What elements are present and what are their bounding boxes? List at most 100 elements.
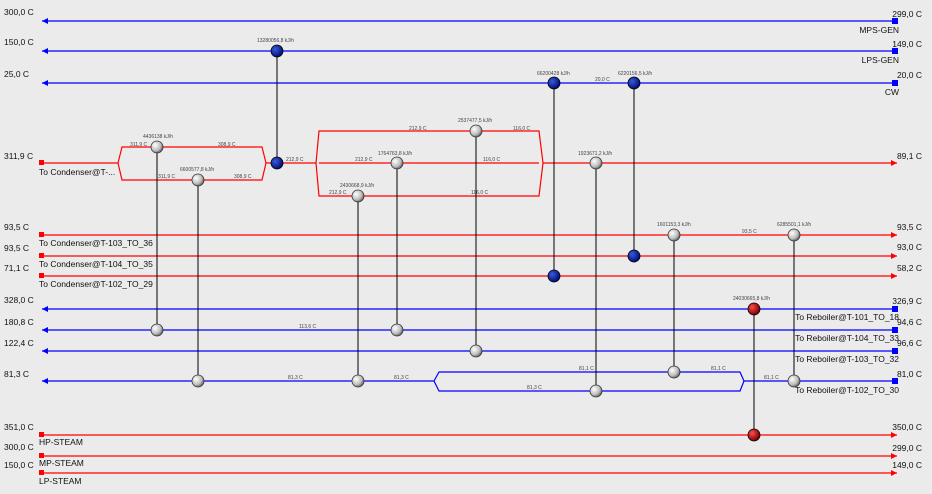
left-labels: 300,0 C 150,0 C 25,0 C 311,9 C To Conden… bbox=[4, 7, 153, 486]
left-temp: 328,0 C bbox=[4, 295, 34, 305]
duty-label: 2537477,5 kJ/h bbox=[458, 118, 492, 124]
duty-label: 6600577,8 kJ/h bbox=[180, 167, 214, 173]
left-stream-name: To Condenser@T-103_TO_36 bbox=[39, 238, 153, 248]
stream-lps-gen[interactable] bbox=[42, 48, 898, 54]
right-stream-name: CW bbox=[885, 87, 899, 97]
left-temp: 150,0 C bbox=[4, 37, 34, 47]
temp-label: 116,0 C bbox=[471, 190, 489, 196]
right-temp: 299,0 C bbox=[892, 443, 922, 453]
duty-label: 1923671,2 kJ/h bbox=[578, 151, 612, 157]
right-temp: 93,0 C bbox=[897, 242, 922, 252]
process-exchangers[interactable] bbox=[150, 124, 801, 398]
duty-label: 1601153,3 kJ/h bbox=[657, 222, 691, 228]
duty-label: 13280056,8 kJ/h bbox=[257, 38, 294, 44]
left-temp: 71,1 C bbox=[4, 263, 29, 273]
exchanger-cw-t104[interactable] bbox=[627, 76, 641, 263]
left-temp: 81,3 C bbox=[4, 369, 29, 379]
temp-label: 212,9 C bbox=[329, 190, 347, 196]
stream-mp-steam[interactable] bbox=[39, 453, 897, 459]
left-stream-name: MP-STEAM bbox=[39, 458, 84, 468]
stream-cold-t103[interactable] bbox=[42, 348, 898, 354]
right-labels: 299,0 C MPS-GEN 149,0 C LPS-GEN 20,0 C C… bbox=[795, 9, 922, 470]
left-temp: 122,4 C bbox=[4, 338, 34, 348]
stream-hot-t103[interactable] bbox=[39, 232, 897, 238]
duty-label: 4436138 kJ/h bbox=[143, 134, 173, 140]
temp-label: 81,1 C bbox=[711, 366, 726, 372]
temp-label: 308,9 C bbox=[234, 174, 252, 180]
left-temp: 180,8 C bbox=[4, 317, 34, 327]
right-temp: 89,1 C bbox=[897, 151, 922, 161]
stream-hot-t104[interactable] bbox=[39, 253, 897, 259]
duty-label: 2430668,9 kJ/h bbox=[340, 183, 374, 189]
duty-label: 66200428 kJ/h bbox=[537, 71, 570, 77]
right-stream-name: To Reboiler@T-101_TO_18 bbox=[795, 312, 899, 322]
right-stream-name: To Reboiler@T-103_TO_32 bbox=[795, 354, 899, 364]
temp-label: 308,9 C bbox=[218, 142, 236, 148]
right-temp: 149,0 C bbox=[892, 460, 922, 470]
left-temp: 300,0 C bbox=[4, 442, 34, 452]
right-temp: 58,2 C bbox=[897, 263, 922, 273]
right-temp: 299,0 C bbox=[892, 9, 922, 19]
temp-label: 311,9 C bbox=[158, 174, 176, 180]
temp-label: 81,1 C bbox=[579, 366, 594, 372]
stream-hp-steam[interactable] bbox=[39, 432, 897, 438]
temp-label: 81,3 C bbox=[394, 375, 409, 381]
exchanger-lps-t101[interactable] bbox=[270, 44, 284, 170]
temp-label: 311,9 C bbox=[130, 142, 148, 148]
left-temp: 300,0 C bbox=[4, 7, 34, 17]
right-temp: 94,6 C bbox=[897, 317, 922, 327]
temp-label: 116,0 C bbox=[513, 126, 531, 132]
exchanger-cw-t102[interactable] bbox=[547, 76, 561, 283]
exchanger-hp-t101[interactable] bbox=[747, 302, 761, 442]
right-temp: 93,5 C bbox=[897, 222, 922, 232]
left-temp: 351,0 C bbox=[4, 422, 34, 432]
stream-cold-t101[interactable] bbox=[42, 306, 898, 312]
stream-lp-steam[interactable] bbox=[39, 470, 897, 476]
left-temp: 311,9 C bbox=[4, 151, 33, 161]
left-temp: 25,0 C bbox=[4, 69, 29, 79]
temp-label: 81,3 C bbox=[527, 385, 542, 391]
temp-label: 20,0 C bbox=[595, 77, 610, 83]
temp-label: 212,9 C bbox=[409, 126, 427, 132]
temp-label: 212,9 C bbox=[286, 157, 304, 163]
left-stream-name: HP-STEAM bbox=[39, 437, 83, 447]
temp-label: 81,1 C bbox=[764, 375, 779, 381]
stream-cw[interactable] bbox=[42, 80, 898, 86]
right-stream-name: To Reboiler@T-102_TO_30 bbox=[795, 385, 899, 395]
duty-label: 1764763,8 kJ/h bbox=[378, 151, 412, 157]
exchanger-links bbox=[156, 51, 795, 435]
stream-mps-gen[interactable] bbox=[42, 18, 898, 24]
right-stream-name: MPS-GEN bbox=[859, 25, 899, 35]
left-temp: 93,5 C bbox=[4, 222, 29, 232]
left-temp: 150,0 C bbox=[4, 460, 34, 470]
right-stream-name: To Reboiler@T-104_TO_33 bbox=[795, 333, 899, 343]
left-stream-name: To Condenser@T-102_TO_29 bbox=[39, 279, 153, 289]
duty-label: 24030665,8 kJ/h bbox=[733, 296, 770, 302]
intermediate-temps: 311,9 C 308,9 C 308,9 C 311,9 C 212,9 C … bbox=[130, 77, 779, 391]
duty-label: 6285501,1 kJ/h bbox=[777, 222, 811, 228]
right-temp: 20,0 C bbox=[897, 70, 922, 80]
temp-label: 93,5 C bbox=[742, 229, 757, 235]
right-stream-name: LPS-GEN bbox=[862, 55, 899, 65]
stream-cold-t102[interactable] bbox=[42, 371, 898, 392]
right-temp: 81,0 C bbox=[897, 369, 922, 379]
temp-label: 116,0 C bbox=[483, 157, 501, 163]
left-stream-name: To Condenser@T-... bbox=[39, 167, 115, 177]
duty-labels: 13280056,8 kJ/h 66200428 kJ/h 6220156,5 … bbox=[143, 38, 811, 302]
right-temp: 149,0 C bbox=[892, 39, 922, 49]
left-stream-name: To Condenser@T-104_TO_35 bbox=[39, 259, 153, 269]
temp-label: 81,3 C bbox=[288, 375, 303, 381]
right-temp: 96,6 C bbox=[897, 338, 922, 348]
left-temp: 93,5 C bbox=[4, 243, 29, 253]
stream-hot-t102[interactable] bbox=[39, 273, 897, 279]
stream-hot-t101[interactable] bbox=[39, 130, 897, 197]
right-temp: 326,9 C bbox=[892, 296, 922, 306]
left-stream-name: LP-STEAM bbox=[39, 476, 82, 486]
temp-label: 113,6 C bbox=[299, 324, 317, 330]
stream-cold-t104[interactable] bbox=[42, 327, 898, 333]
duty-label: 6220156,5 kJ/h bbox=[618, 71, 652, 77]
right-temp: 350,0 C bbox=[892, 422, 922, 432]
temp-label: 212,9 C bbox=[355, 157, 373, 163]
